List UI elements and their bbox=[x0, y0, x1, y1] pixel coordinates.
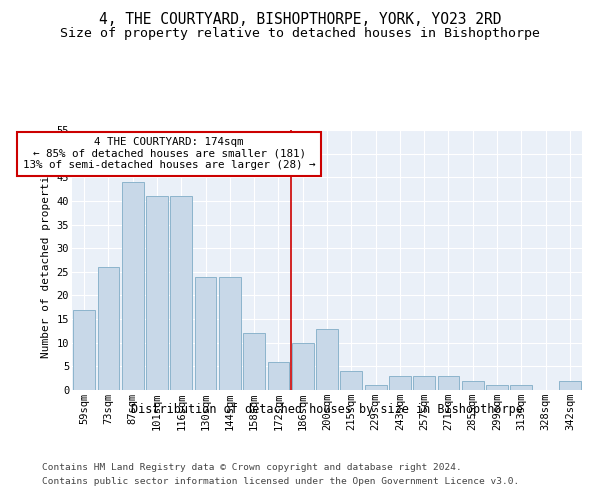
Text: Contains HM Land Registry data © Crown copyright and database right 2024.: Contains HM Land Registry data © Crown c… bbox=[42, 464, 462, 472]
Text: 4 THE COURTYARD: 174sqm
← 85% of detached houses are smaller (181)
13% of semi-d: 4 THE COURTYARD: 174sqm ← 85% of detache… bbox=[23, 137, 316, 170]
Bar bbox=[268, 362, 289, 390]
Bar bbox=[462, 380, 484, 390]
Bar bbox=[511, 386, 532, 390]
Bar bbox=[413, 376, 435, 390]
Bar bbox=[194, 276, 217, 390]
Bar bbox=[122, 182, 143, 390]
Bar bbox=[365, 386, 386, 390]
Bar bbox=[292, 342, 314, 390]
Text: Distribution of detached houses by size in Bishopthorpe: Distribution of detached houses by size … bbox=[131, 402, 523, 415]
Bar bbox=[219, 276, 241, 390]
Bar bbox=[73, 310, 95, 390]
Bar bbox=[389, 376, 411, 390]
Text: Contains public sector information licensed under the Open Government Licence v3: Contains public sector information licen… bbox=[42, 477, 519, 486]
Bar bbox=[486, 386, 508, 390]
Bar bbox=[97, 267, 119, 390]
Bar bbox=[437, 376, 460, 390]
Bar bbox=[146, 196, 168, 390]
Bar bbox=[170, 196, 192, 390]
Bar bbox=[243, 334, 265, 390]
Text: Size of property relative to detached houses in Bishopthorpe: Size of property relative to detached ho… bbox=[60, 28, 540, 40]
Bar bbox=[316, 328, 338, 390]
Bar bbox=[340, 371, 362, 390]
Y-axis label: Number of detached properties: Number of detached properties bbox=[41, 162, 51, 358]
Text: 4, THE COURTYARD, BISHOPTHORPE, YORK, YO23 2RD: 4, THE COURTYARD, BISHOPTHORPE, YORK, YO… bbox=[99, 12, 501, 28]
Bar bbox=[559, 380, 581, 390]
